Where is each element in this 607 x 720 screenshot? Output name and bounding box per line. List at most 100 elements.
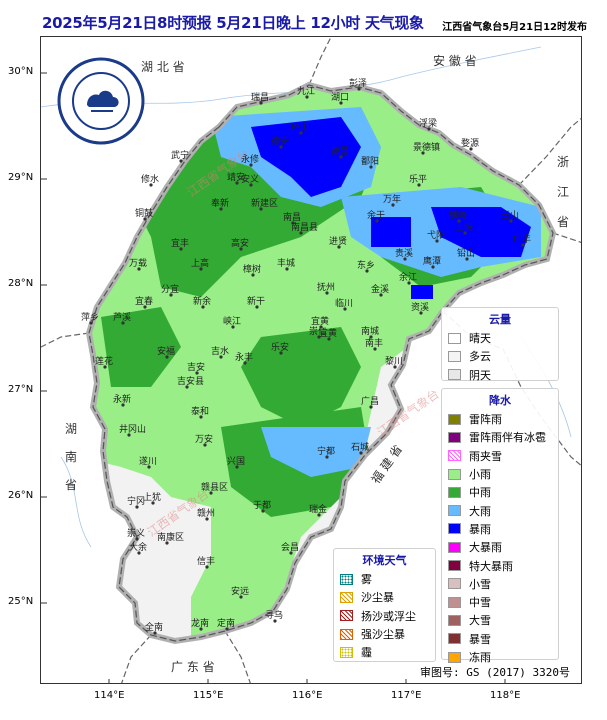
city-dot: [195, 371, 199, 375]
city-label: 大余: [129, 541, 147, 553]
city-marker: 永修: [241, 153, 259, 167]
graticule-ticks: [41, 72, 506, 683]
city-label: 新建区: [251, 197, 278, 209]
city-marker: 南昌县: [291, 221, 318, 235]
city-dot: [165, 541, 169, 545]
city-marker: 寻乌: [265, 609, 283, 623]
city-marker: 南昌: [283, 211, 301, 225]
city-marker: 定南: [217, 617, 235, 631]
legend-precip-swatch: [448, 596, 461, 608]
legend-env-swatch: [340, 591, 353, 603]
city-label: 奉新: [211, 197, 229, 209]
city-dot: [239, 247, 243, 251]
city-dot: [325, 455, 329, 459]
city-dot: [391, 203, 395, 207]
city-dot: [279, 145, 283, 149]
city-marker: 宁冈: [127, 495, 145, 509]
city-dot: [151, 501, 155, 505]
legend-precip-swatch: [448, 578, 461, 590]
city-dot: [121, 403, 125, 407]
city-label: 宜丰: [171, 237, 189, 249]
city-label: 靖安: [227, 171, 245, 183]
legend-precip-item: 中雨: [442, 483, 558, 501]
legend-precip-swatch: [448, 486, 461, 498]
legend-env-label: 霾: [361, 646, 372, 660]
city-marker: 万载: [129, 257, 147, 271]
city-marker: 鄱阳: [361, 156, 379, 169]
map-title: 2025年5月21日8时预报 5月21日晚上 12小时 天气现象: [42, 14, 424, 32]
city-label: 赣县区: [201, 481, 228, 493]
city-label: 进贤: [329, 236, 347, 247]
city-marker: 赣县区: [201, 481, 228, 495]
legend-env-swatch: [340, 573, 353, 585]
legend-env-item: 沙尘暴: [334, 588, 435, 606]
issuer-note: 江西省气象台5月21日12时发布: [442, 22, 587, 33]
city-label: 余江: [399, 271, 417, 283]
city-marker: 樟树: [243, 263, 261, 277]
legend-precip-label: 暴雪: [469, 632, 491, 646]
city-dot: [299, 231, 303, 235]
city-label: 南昌: [283, 211, 301, 223]
city-label: 湖口: [331, 92, 349, 103]
city-dot: [465, 257, 469, 261]
city-label: 东乡: [357, 259, 375, 271]
city-label: 黎川: [385, 355, 403, 367]
city-dot: [205, 517, 209, 521]
legend-precip-label: 特大暴雨: [469, 559, 513, 573]
city-marker: 德安: [271, 135, 289, 149]
legend-precip-item: 冻雨: [442, 648, 558, 666]
city-label: 弋阳: [427, 229, 445, 241]
city-marker: 婺源: [461, 138, 479, 151]
city-marker: 万安: [195, 433, 213, 447]
city-marker: 广丰: [513, 233, 531, 247]
city-dot: [379, 293, 383, 297]
city-dot: [201, 305, 205, 309]
city-dot: [137, 551, 141, 555]
city-marker: 黎川: [385, 355, 403, 369]
lon-label-114: 114°E: [94, 690, 125, 701]
city-label: 井冈山: [119, 423, 146, 435]
legend-env-item: 强沙尘暴: [334, 625, 435, 643]
city-label: 都昌: [331, 146, 349, 157]
lon-label-115: 115°E: [193, 690, 224, 701]
weather-field: [89, 85, 553, 637]
city-dot: [279, 351, 283, 355]
legend-precip-item: 特大暴雨: [442, 556, 558, 574]
legend-cloud-swatch: [448, 332, 461, 344]
city-label: 抚州: [317, 281, 335, 293]
city-marker: 湖口: [331, 92, 349, 105]
city-marker: 萍乡: [81, 312, 99, 325]
city-marker: 全南: [145, 621, 163, 635]
city-dot: [199, 627, 203, 631]
city-dot: [261, 509, 265, 513]
city-marker: 武宁: [171, 149, 189, 163]
city-label: 莲花: [95, 355, 113, 367]
city-marker: 新建区: [251, 197, 278, 211]
city-dot: [135, 505, 139, 509]
lat-label-26: 26°N: [8, 490, 34, 501]
legend-cloud-swatch: [448, 369, 461, 381]
city-marker: 金溪: [371, 283, 389, 297]
weather-map[interactable]: 江西省气象台 江西省气象台 江西省气象台 九江 瑞昌 彭泽 湖口 都昌 武宁 修水 永修 德安庐…: [40, 36, 582, 684]
city-label: 龙南: [191, 617, 209, 629]
city-marker: 余江: [399, 271, 417, 285]
legend-precip-items: 雷阵雨 雷阵雨伴有冰雹 雨夹雪 小雨 中雨 大雨 暴雨 大暴雨 特大暴雨 小雪 中雪 大雪 暴雪 冻雨: [442, 410, 558, 666]
legend-precip-swatch: [448, 431, 461, 443]
city-label: 永新: [113, 393, 131, 405]
city-label: 南昌县: [291, 221, 318, 233]
city-marker: 浮梁: [419, 117, 437, 131]
city-marker: 兴国: [227, 456, 245, 469]
city-label: 永修: [241, 153, 259, 165]
city-marker: 高安: [231, 237, 249, 251]
legend-precip-swatch: [448, 413, 461, 425]
city-dot: [285, 267, 289, 271]
city-dot: [121, 321, 125, 325]
city-dot: [427, 127, 431, 131]
city-marker: 新干: [247, 295, 265, 309]
city-label: 泰和: [191, 405, 209, 417]
legend-cloud-items: 晴天 多云 阴天: [442, 329, 558, 384]
city-label: 修水: [141, 173, 159, 185]
city-label: 永丰: [235, 351, 253, 363]
city-label: 贵溪: [395, 247, 413, 259]
city-dot: [243, 361, 247, 365]
